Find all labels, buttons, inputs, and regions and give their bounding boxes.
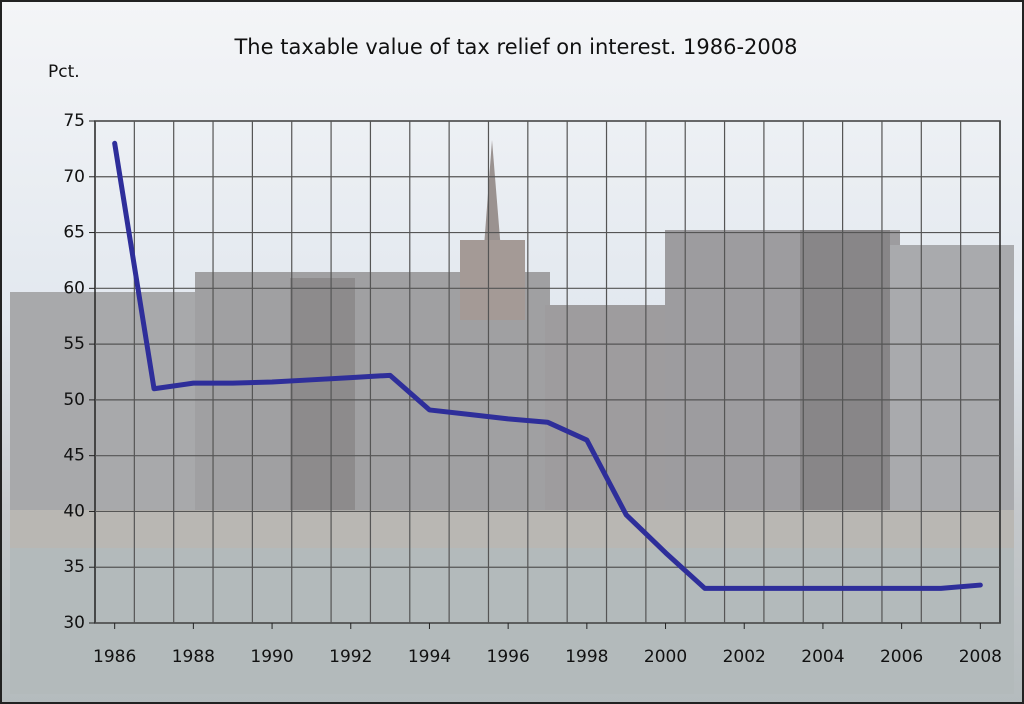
y-tick-label: 45 xyxy=(63,446,85,466)
y-tick-label: 35 xyxy=(63,557,85,577)
x-tick-label: 2006 xyxy=(880,647,923,667)
x-tick-label: 1986 xyxy=(93,647,136,667)
x-tick-label: 1990 xyxy=(250,647,293,667)
y-tick-label: 65 xyxy=(63,223,85,243)
y-tick-label: 75 xyxy=(63,111,85,131)
x-tick-label: 2002 xyxy=(723,647,766,667)
y-axis-label: Pct. xyxy=(48,62,80,82)
y-tick-label: 50 xyxy=(63,390,85,410)
x-tick-label: 1992 xyxy=(329,647,372,667)
x-tick-label: 1988 xyxy=(172,647,215,667)
x-tick-label: 2004 xyxy=(801,647,844,667)
x-tick-label: 1996 xyxy=(487,647,530,667)
x-tick-label: 2008 xyxy=(959,647,1002,667)
y-tick-label: 55 xyxy=(63,334,85,354)
x-tick-label: 2000 xyxy=(644,647,687,667)
x-tick-label: 1994 xyxy=(408,647,451,667)
y-tick-label: 40 xyxy=(63,501,85,521)
x-tick-label: 1998 xyxy=(565,647,608,667)
y-tick-label: 30 xyxy=(63,613,85,633)
y-tick-label: 70 xyxy=(63,167,85,187)
data-line xyxy=(112,140,983,591)
y-tick-label: 60 xyxy=(63,278,85,298)
chart-title: The taxable value of tax relief on inter… xyxy=(233,35,797,59)
